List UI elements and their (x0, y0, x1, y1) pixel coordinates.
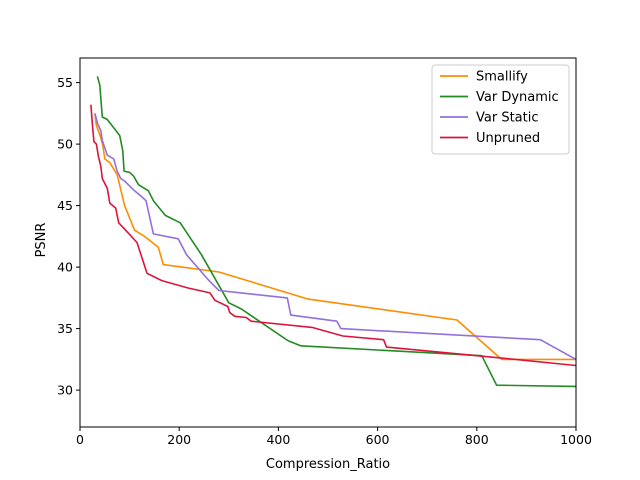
y-tick-label: 30 (57, 383, 73, 398)
y-tick-label: 55 (57, 75, 73, 90)
x-tick-label: 200 (167, 432, 191, 447)
y-tick-label: 50 (57, 137, 73, 152)
x-tick-label: 600 (366, 432, 390, 447)
legend-label: Var Dynamic (476, 90, 559, 105)
legend-label: Smallify (476, 70, 528, 85)
x-tick-label: 800 (465, 432, 489, 447)
x-axis-label: Compression_Ratio (266, 457, 390, 472)
legend-label: Unpruned (476, 131, 540, 146)
y-tick-label: 45 (57, 198, 73, 213)
x-tick-label: 0 (76, 432, 84, 447)
series-line-unpruned (90, 104, 576, 367)
series-line-smallify (94, 113, 576, 361)
x-tick-label: 400 (266, 432, 290, 447)
legend-label: Var Static (476, 111, 539, 126)
series-layer (90, 76, 576, 388)
x-tick-label: 1000 (560, 432, 592, 447)
y-tick-label: 40 (57, 260, 73, 275)
y-axis-label: PSNR (34, 223, 49, 258)
axes-border (79, 57, 577, 428)
legend: Smallify Var Dynamic Var Static Unpruned (431, 64, 570, 155)
legend-box (431, 64, 570, 155)
series-line-var-static (94, 113, 576, 361)
series-line-var-dynamic (96, 76, 576, 388)
ticks-layer: 0 200 400 600 800 1000 30 35 40 45 50 55 (57, 75, 592, 447)
y-tick-label: 35 (57, 321, 73, 336)
